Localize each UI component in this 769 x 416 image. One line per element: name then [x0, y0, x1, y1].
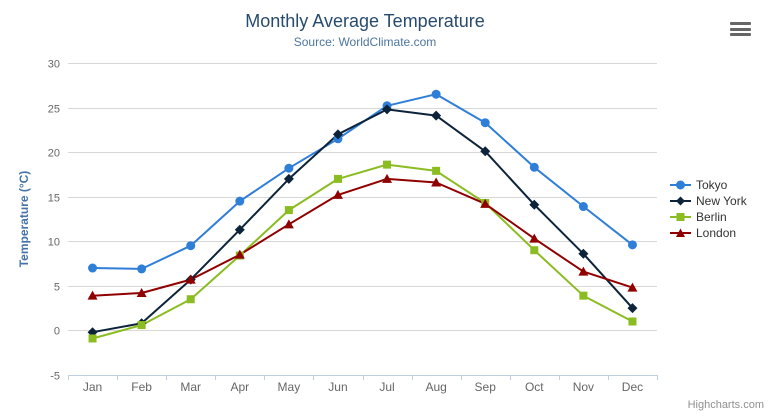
- legend-label: Tokyo: [696, 178, 728, 192]
- series-line-new-york[interactable]: [91, 108, 634, 334]
- triangle-marker-icon: [670, 228, 691, 237]
- data-point-berlin[interactable]: [383, 160, 392, 169]
- y-tick-label: 20: [48, 148, 60, 160]
- x-tick-label: Mar: [180, 380, 201, 394]
- legend-item-london[interactable]: London: [670, 225, 747, 241]
- data-point-new-york[interactable]: [332, 129, 343, 140]
- data-point-tokyo[interactable]: [529, 162, 539, 172]
- x-tick-label: Feb: [131, 380, 152, 394]
- legend: Tokyo New York Berlin London: [670, 177, 747, 241]
- series-line-london[interactable]: [91, 177, 634, 297]
- circle-marker-icon: [670, 180, 691, 190]
- legend-label: Berlin: [696, 210, 727, 224]
- data-point-new-york[interactable]: [480, 146, 491, 157]
- data-point-london[interactable]: [283, 219, 294, 229]
- data-point-london[interactable]: [431, 177, 442, 187]
- legend-item-berlin[interactable]: Berlin: [670, 209, 747, 225]
- y-tick-label: 10: [48, 237, 60, 249]
- y-tick-label: 15: [48, 193, 60, 205]
- x-tick-label: May: [278, 380, 301, 394]
- square-marker-icon: [670, 213, 691, 221]
- data-point-london[interactable]: [87, 290, 98, 300]
- y-tick-label: 25: [48, 104, 60, 116]
- chart-subtitle: Source: WorldClimate.com: [293, 35, 437, 49]
- data-point-berlin[interactable]: [333, 174, 342, 183]
- data-point-tokyo[interactable]: [480, 118, 490, 128]
- data-point-tokyo[interactable]: [578, 202, 588, 212]
- data-point-berlin[interactable]: [530, 246, 539, 255]
- export-menu-button[interactable]: [728, 20, 754, 38]
- data-point-tokyo[interactable]: [235, 196, 245, 206]
- x-tick-label: Jun: [328, 380, 347, 394]
- data-point-london[interactable]: [627, 282, 638, 292]
- credits-link[interactable]: Highcharts.com: [687, 399, 764, 411]
- data-point-london[interactable]: [234, 249, 245, 259]
- hamburger-icon: [730, 33, 751, 36]
- data-point-london[interactable]: [382, 173, 393, 183]
- data-point-tokyo[interactable]: [186, 241, 196, 251]
- data-point-tokyo[interactable]: [137, 264, 147, 274]
- x-tick-label: Oct: [525, 380, 544, 394]
- series-line-tokyo[interactable]: [91, 93, 634, 270]
- x-tick-label: Aug: [425, 380, 446, 394]
- data-point-new-york[interactable]: [234, 224, 245, 235]
- x-tick-label: Apr: [230, 380, 249, 394]
- y-tick-label: -5: [50, 371, 60, 383]
- y-tick-label: 30: [48, 59, 60, 71]
- data-point-london[interactable]: [332, 189, 343, 199]
- data-point-london[interactable]: [136, 287, 147, 297]
- x-tick-label: Nov: [573, 380, 594, 394]
- data-point-berlin[interactable]: [628, 317, 637, 326]
- data-point-new-york[interactable]: [283, 173, 294, 184]
- data-point-london[interactable]: [480, 198, 491, 208]
- data-point-new-york[interactable]: [382, 104, 393, 115]
- data-point-london[interactable]: [578, 266, 589, 276]
- data-point-berlin[interactable]: [432, 166, 441, 175]
- hamburger-icon: [730, 27, 751, 31]
- hamburger-icon: [730, 22, 751, 25]
- data-point-new-york[interactable]: [431, 110, 442, 121]
- data-point-london[interactable]: [185, 274, 196, 284]
- data-point-tokyo[interactable]: [431, 89, 441, 99]
- legend-item-new-york[interactable]: New York: [670, 193, 747, 209]
- x-tick-label: Jul: [379, 380, 394, 394]
- legend-label: New York: [696, 194, 747, 208]
- data-point-berlin[interactable]: [284, 206, 293, 215]
- y-tick-label: 0: [54, 326, 60, 338]
- diamond-marker-icon: [670, 196, 691, 206]
- data-point-berlin[interactable]: [186, 295, 195, 304]
- data-point-new-york[interactable]: [529, 199, 540, 210]
- data-point-berlin[interactable]: [88, 334, 97, 343]
- legend-label: London: [696, 226, 737, 240]
- data-point-london[interactable]: [529, 233, 540, 243]
- legend-item-tokyo[interactable]: Tokyo: [670, 177, 747, 193]
- x-tick-label: Sep: [475, 380, 497, 394]
- series-line-berlin[interactable]: [91, 163, 634, 340]
- data-point-new-york[interactable]: [578, 248, 589, 259]
- data-point-tokyo[interactable]: [88, 263, 98, 273]
- x-tick-label: Jan: [83, 380, 102, 394]
- data-point-tokyo[interactable]: [627, 240, 637, 250]
- x-tick-label: Dec: [622, 380, 643, 394]
- data-point-berlin[interactable]: [137, 321, 146, 330]
- chart-title: Monthly Average Temperature: [245, 11, 485, 31]
- y-tick-label: 5: [54, 282, 60, 294]
- data-point-berlin[interactable]: [579, 291, 588, 300]
- y-axis-title: Temperature (°C): [17, 170, 31, 268]
- data-point-new-york[interactable]: [627, 303, 638, 314]
- data-point-tokyo[interactable]: [284, 163, 294, 173]
